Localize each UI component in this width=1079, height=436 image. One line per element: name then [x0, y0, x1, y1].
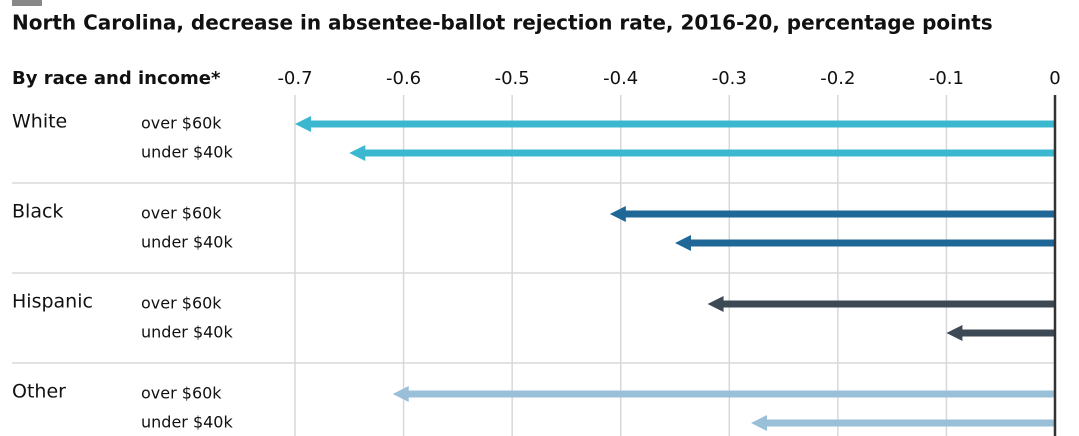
- x-tick-label: -0.3: [712, 68, 747, 89]
- series-label: over $60k: [141, 204, 222, 223]
- x-tick-label: -0.4: [603, 68, 638, 89]
- bar: [683, 239, 1055, 247]
- group-label: White: [12, 111, 67, 133]
- arrow-head: [295, 116, 311, 132]
- bar: [759, 419, 1055, 427]
- arrow-head: [707, 296, 724, 312]
- bar: [954, 329, 1055, 337]
- logo-box: [12, 0, 42, 6]
- arrow-head: [751, 415, 767, 431]
- series-label: under $40k: [141, 413, 233, 432]
- bar: [715, 300, 1055, 308]
- series-label: over $60k: [141, 384, 222, 403]
- x-tick-label: 0: [1049, 68, 1060, 89]
- arrow-head: [392, 386, 409, 402]
- bar: [400, 390, 1055, 398]
- series-label: over $60k: [141, 294, 222, 313]
- group-label: Black: [12, 201, 63, 223]
- x-tick-label: -0.1: [929, 68, 964, 89]
- x-tick-label: -0.7: [277, 68, 312, 89]
- bar: [357, 149, 1055, 157]
- arrow-head: [349, 145, 366, 161]
- y-axis-label: By race and income*: [12, 68, 221, 89]
- series-label: under $40k: [141, 143, 233, 162]
- bar: [617, 210, 1055, 218]
- arrow-head: [946, 325, 963, 341]
- series-label: under $40k: [141, 323, 233, 342]
- series-label: under $40k: [141, 233, 233, 252]
- x-tick-label: -0.6: [386, 68, 421, 89]
- arrow-head: [675, 235, 691, 251]
- arrow-head: [609, 206, 626, 222]
- series-label: over $60k: [141, 114, 222, 133]
- x-tick-label: -0.2: [820, 68, 855, 89]
- group-label: Hispanic: [12, 291, 93, 313]
- chart-title: North Carolina, decrease in absentee-bal…: [12, 11, 993, 35]
- group-label: Other: [12, 381, 66, 403]
- x-tick-label: -0.5: [495, 68, 530, 89]
- bar: [303, 120, 1055, 128]
